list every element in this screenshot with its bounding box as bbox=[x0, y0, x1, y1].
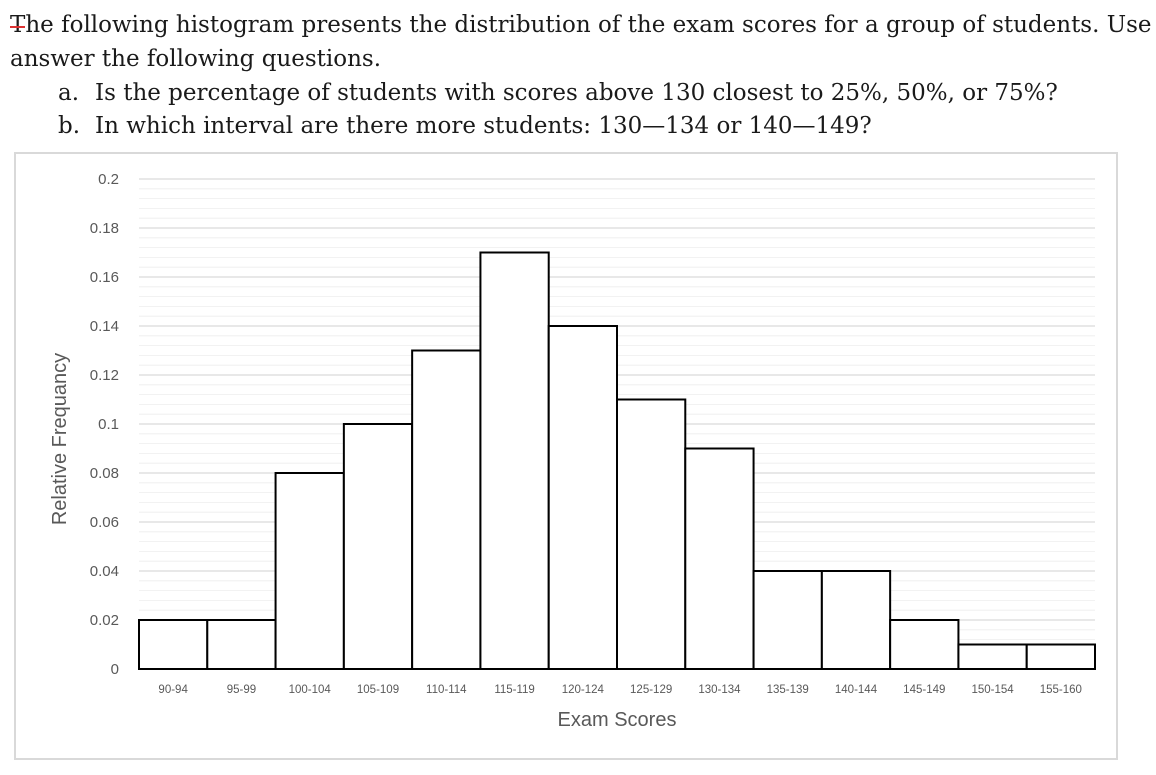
histogram-bar bbox=[479, 251, 550, 670]
x-tick-label: 135-139 bbox=[767, 684, 809, 696]
histogram-bar bbox=[274, 472, 345, 670]
item-text: In which interval are there more student… bbox=[95, 113, 872, 139]
x-tick-label: 145-149 bbox=[903, 684, 945, 696]
histogram-bar bbox=[957, 643, 1028, 670]
item-marker: a. bbox=[58, 80, 80, 106]
item-text: Is the percentage of students with score… bbox=[95, 80, 1058, 106]
histogram-bar bbox=[342, 423, 414, 670]
item-marker: b. bbox=[58, 113, 81, 139]
x-axis-ticks: 90-94 95-99 100-104 105-109 110-114 115-119 12… bbox=[158, 684, 1082, 696]
y-tick-label: 0.06 bbox=[90, 514, 119, 531]
question-item-a: a. Is the percentage of students with sco… bbox=[10, 76, 1156, 109]
y-tick-label: 0.1 bbox=[98, 416, 119, 433]
x-tick-label: 155-160 bbox=[1040, 684, 1082, 696]
x-tick-label: 105-109 bbox=[357, 684, 399, 696]
intro-text: he following histogram presents the dist… bbox=[25, 12, 1156, 38]
x-tick-label: 95-99 bbox=[227, 684, 256, 696]
y-tick-label: 0.18 bbox=[90, 220, 119, 237]
x-tick-label: 115-119 bbox=[494, 684, 535, 696]
histogram-svg: 00.020.040.060.080.10.120.140.160.180.2 … bbox=[49, 171, 1097, 731]
histogram-bar bbox=[889, 619, 960, 670]
histogram-bar bbox=[752, 570, 823, 670]
intro-line-2: answer the following questions. bbox=[10, 46, 382, 72]
histogram-bar bbox=[820, 570, 892, 670]
y-tick-label: 0.16 bbox=[90, 269, 119, 286]
x-tick-label: 90-94 bbox=[158, 684, 188, 696]
y-tick-label: 0.08 bbox=[90, 465, 119, 482]
histogram-bar bbox=[1025, 643, 1097, 670]
histogram-chart: 0 0.02 0.04 0.06 0.08 0.1 0.12 0.14 0.16 0.18 0.2 … bbox=[14, 152, 1118, 760]
x-tick-label: 120-124 bbox=[562, 684, 605, 696]
x-tick-label: 140-144 bbox=[835, 684, 878, 696]
y-tick-label: 0.04 bbox=[90, 563, 119, 580]
bars bbox=[138, 251, 1097, 670]
x-tick-label: 125-129 bbox=[630, 684, 672, 696]
question-item-b: b. In which interval are there more stude… bbox=[10, 109, 1156, 142]
histogram-bar bbox=[411, 349, 482, 670]
y-tick-label: 0.14 bbox=[90, 318, 119, 335]
y-axis-ticks: 0 0.02 0.04 0.06 0.08 0.1 0.12 0.14 0.16 0.18 0.2 bbox=[90, 171, 119, 678]
y-tick-label: 0.02 bbox=[90, 612, 119, 629]
x-tick-label: 150-154 bbox=[971, 684, 1014, 696]
y-tick-label: 0.12 bbox=[90, 367, 119, 384]
y-tick-label: 0.2 bbox=[98, 171, 119, 188]
x-tick-label: 110-114 bbox=[426, 684, 467, 696]
question-text: The following histogram presents the dis… bbox=[10, 8, 1156, 142]
struck-letter: T bbox=[10, 12, 26, 38]
x-axis-title: Exam Scores bbox=[558, 709, 677, 731]
histogram-bar bbox=[616, 398, 687, 670]
x-tick-label: 130-134 bbox=[698, 684, 741, 696]
histogram-bar bbox=[684, 447, 755, 670]
intro-line-1: The following histogram presents the dis… bbox=[10, 8, 1156, 42]
y-tick-label: 0 bbox=[111, 661, 119, 678]
histogram-bar bbox=[138, 619, 209, 670]
y-axis-title: Relative Frequancy bbox=[49, 353, 71, 525]
histogram-bar bbox=[206, 619, 277, 670]
histogram-bar bbox=[547, 325, 619, 670]
x-tick-label: 100-104 bbox=[289, 684, 332, 696]
